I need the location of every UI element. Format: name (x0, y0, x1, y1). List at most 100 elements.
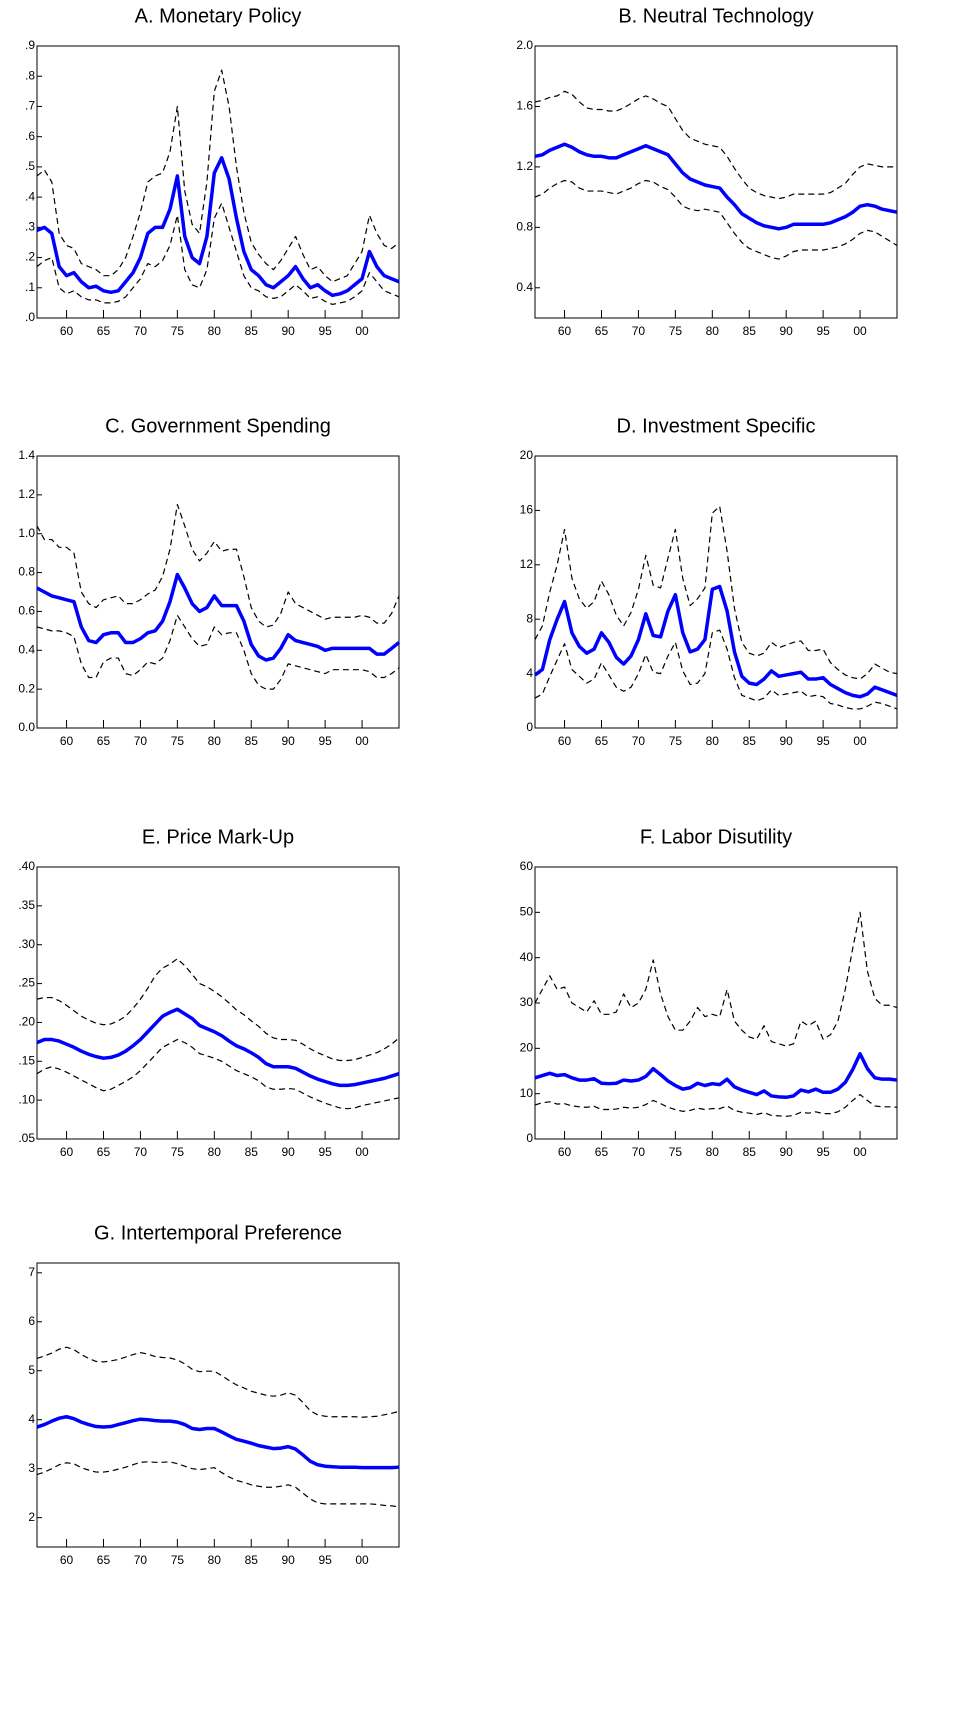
y-tick-label: 1.2 (516, 159, 533, 173)
y-tick-label: 3 (28, 1461, 35, 1475)
panel-title: A. Monetary Policy (135, 5, 302, 27)
x-tick-label: 65 (595, 734, 609, 748)
band-line (36, 614, 400, 690)
x-tick-label: 60 (60, 1553, 74, 1567)
panel-title: E. Price Mark-Up (142, 826, 294, 848)
band-line (534, 90, 897, 200)
x-tick-label: 60 (60, 324, 74, 338)
y-tick-label: 12 (520, 557, 534, 571)
y-tick-label: 0.4 (516, 280, 533, 294)
x-tick-label: 95 (816, 734, 830, 748)
y-tick-label: 6 (28, 1314, 35, 1328)
x-tick-label: 75 (669, 1145, 683, 1159)
x-tick-label: 70 (134, 1553, 148, 1567)
x-tick-label: 00 (853, 1145, 867, 1159)
y-tick-label: .1 (25, 280, 35, 294)
y-tick-label: .0 (25, 310, 35, 324)
y-tick-label: 10 (520, 1086, 534, 1100)
x-tick-label: 60 (60, 734, 74, 748)
y-tick-label: 0.8 (18, 565, 35, 579)
y-tick-label: 30 (520, 995, 534, 1009)
x-tick-label: 85 (743, 1145, 757, 1159)
x-tick-label: 90 (282, 324, 296, 338)
x-tick-label: 90 (282, 1553, 296, 1567)
x-tick-label: 00 (355, 1145, 369, 1159)
panel-title: B. Neutral Technology (618, 5, 813, 27)
y-tick-label: 0.2 (18, 681, 35, 695)
x-tick-label: 85 (245, 324, 259, 338)
y-tick-label: .9 (25, 38, 35, 52)
y-tick-label: 0.4 (18, 642, 35, 656)
median-line (36, 1415, 400, 1470)
panel-title: F. Labor Disutility (640, 826, 792, 848)
x-tick-label: 90 (282, 734, 296, 748)
y-tick-label: 2 (28, 1510, 35, 1524)
y-tick-label: 1.4 (18, 448, 35, 462)
y-tick-label: .3 (25, 220, 35, 234)
band-line (36, 202, 400, 305)
plot-frame (36, 866, 400, 1140)
y-tick-label: 0 (526, 720, 533, 734)
y-tick-label: .6 (25, 129, 35, 143)
x-tick-label: 00 (355, 734, 369, 748)
y-tick-label: 5 (28, 1363, 35, 1377)
y-tick-label: 1.0 (18, 526, 35, 540)
y-tick-label: .35 (18, 898, 35, 912)
x-tick-label: 75 (171, 1145, 185, 1159)
x-tick-label: 70 (134, 734, 148, 748)
band-line (36, 1461, 400, 1508)
y-tick-label: .10 (18, 1092, 35, 1106)
y-tick-label: 20 (520, 1041, 534, 1055)
y-tick-label: .40 (18, 859, 35, 873)
y-tick-label: 0.8 (516, 220, 533, 234)
x-tick-label: 80 (706, 324, 720, 338)
x-tick-label: 75 (171, 1553, 185, 1567)
plot-frame (534, 455, 898, 729)
x-tick-label: 80 (706, 734, 720, 748)
x-tick-label: 80 (706, 1145, 720, 1159)
y-tick-label: 16 (520, 503, 534, 517)
y-tick-label: 1.2 (18, 487, 35, 501)
y-tick-label: 20 (520, 448, 534, 462)
y-tick-label: 8 (526, 611, 533, 625)
median-line (534, 142, 898, 231)
median-line (533, 584, 898, 699)
x-tick-label: 65 (595, 324, 609, 338)
x-tick-label: 70 (134, 324, 148, 338)
y-tick-label: 4 (28, 1412, 35, 1426)
median-line (36, 572, 401, 662)
x-tick-label: 90 (780, 324, 794, 338)
y-tick-label: .30 (18, 937, 35, 951)
band-line (534, 179, 898, 260)
band-line (36, 1038, 400, 1110)
y-tick-label: .2 (25, 250, 35, 264)
x-tick-label: 90 (282, 1145, 296, 1159)
x-tick-label: 85 (245, 1553, 259, 1567)
median-line (36, 1007, 400, 1088)
x-tick-label: 90 (780, 1145, 794, 1159)
y-tick-label: .15 (18, 1053, 35, 1067)
x-tick-label: 65 (97, 734, 111, 748)
band-line (534, 505, 898, 680)
x-tick-label: 95 (816, 324, 830, 338)
band-line (534, 629, 898, 710)
plot-frame (534, 866, 898, 1140)
x-tick-label: 85 (245, 734, 259, 748)
band-line (36, 1346, 400, 1418)
y-tick-label: .7 (25, 99, 35, 113)
y-tick-label: 50 (520, 905, 534, 919)
x-tick-label: 85 (245, 1145, 259, 1159)
x-tick-label: 70 (632, 734, 646, 748)
x-tick-label: 60 (60, 1145, 74, 1159)
x-tick-label: 95 (318, 734, 332, 748)
y-tick-label: 1.6 (516, 99, 533, 113)
median-line (534, 1052, 898, 1100)
y-tick-label: 0.0 (18, 720, 35, 734)
band-line (534, 1093, 898, 1117)
x-tick-label: 90 (780, 734, 794, 748)
x-tick-label: 85 (743, 324, 757, 338)
y-tick-label: 60 (520, 859, 534, 873)
median-line (36, 156, 400, 298)
band-line (36, 958, 400, 1062)
x-tick-label: 80 (208, 734, 222, 748)
